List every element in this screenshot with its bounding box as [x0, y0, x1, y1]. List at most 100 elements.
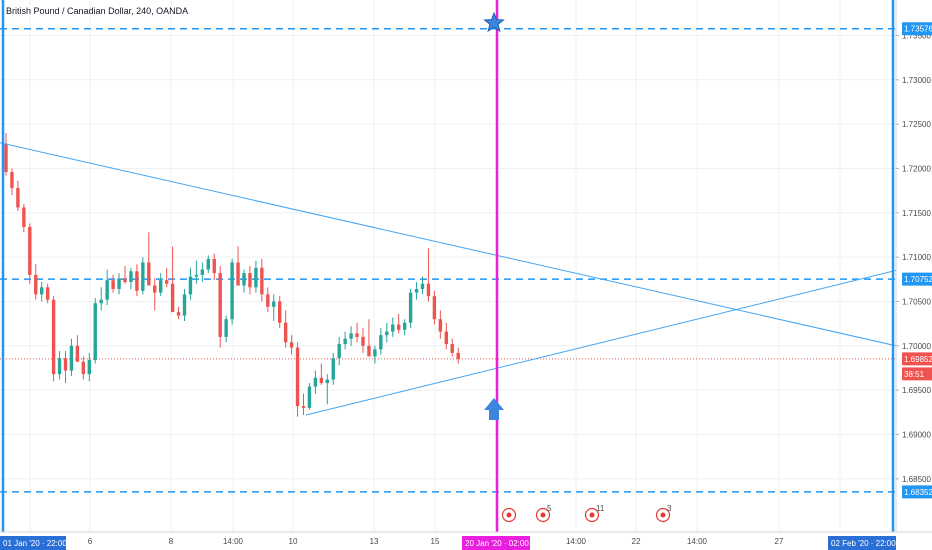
candle-body	[22, 207, 26, 227]
candle[interactable]	[295, 342, 300, 417]
candle[interactable]	[200, 262, 205, 282]
candle[interactable]	[111, 274, 115, 293]
candle[interactable]	[325, 374, 329, 405]
candle[interactable]	[414, 281, 419, 300]
time-tick-label: 14:00	[223, 537, 244, 546]
candle[interactable]	[438, 310, 443, 339]
candle[interactable]	[331, 352, 335, 385]
candle[interactable]	[450, 338, 454, 357]
candle[interactable]	[266, 287, 270, 313]
candle[interactable]	[182, 289, 187, 321]
candle[interactable]	[63, 351, 68, 384]
candle[interactable]	[218, 266, 222, 348]
event-count: 3	[667, 504, 672, 513]
candle[interactable]	[260, 258, 264, 302]
candle[interactable]	[343, 331, 347, 350]
candle[interactable]	[129, 267, 133, 290]
candle[interactable]	[141, 257, 145, 295]
candle[interactable]	[408, 289, 413, 329]
event-markers: 5 11 3	[501, 504, 673, 523]
star-icon[interactable]	[483, 11, 505, 33]
candle[interactable]	[397, 313, 401, 334]
candle[interactable]	[93, 297, 97, 364]
candle[interactable]	[16, 180, 20, 212]
candle[interactable]	[206, 255, 210, 274]
time-tick-label: 10	[289, 537, 298, 546]
candle[interactable]	[391, 317, 395, 337]
candle[interactable]	[319, 363, 324, 385]
candle[interactable]	[176, 306, 181, 320]
ascending-trendline[interactable]	[305, 269, 897, 416]
candle[interactable]	[69, 338, 74, 376]
descending-trendline[interactable]	[0, 142, 897, 347]
candle[interactable]	[289, 335, 294, 355]
candle[interactable]	[242, 269, 246, 293]
candle[interactable]	[355, 322, 359, 343]
candle[interactable]	[337, 336, 341, 366]
event-marker[interactable]: 5	[535, 504, 553, 523]
candle[interactable]	[254, 260, 258, 293]
candle[interactable]	[170, 246, 175, 313]
candle[interactable]	[361, 328, 365, 353]
candle[interactable]	[117, 273, 121, 295]
candle[interactable]	[432, 290, 437, 325]
candle-body	[230, 262, 234, 320]
candle[interactable]	[307, 383, 312, 410]
candle[interactable]	[22, 203, 26, 233]
candle[interactable]	[147, 232, 151, 286]
event-marker[interactable]: 3	[655, 504, 673, 523]
candle[interactable]	[236, 246, 240, 286]
candle[interactable]	[34, 264, 38, 300]
candle[interactable]	[379, 328, 383, 355]
event-marker[interactable]: 11	[584, 504, 605, 523]
candle[interactable]	[385, 322, 389, 343]
candle[interactable]	[313, 370, 318, 394]
candle[interactable]	[272, 294, 276, 321]
candle[interactable]	[301, 393, 306, 415]
arrow-up-icon[interactable]	[484, 398, 504, 420]
candle[interactable]	[28, 223, 32, 284]
candle[interactable]	[75, 335, 80, 362]
candles	[4, 133, 460, 417]
candle[interactable]	[188, 267, 193, 300]
candle[interactable]	[194, 260, 199, 284]
candle[interactable]	[4, 133, 8, 176]
candle[interactable]	[51, 296, 56, 382]
candle[interactable]	[230, 258, 234, 325]
candle[interactable]	[57, 351, 62, 380]
candle[interactable]	[105, 269, 109, 306]
candle[interactable]	[10, 168, 14, 196]
candle[interactable]	[153, 278, 157, 311]
candle[interactable]	[212, 253, 216, 281]
candle[interactable]	[456, 347, 460, 364]
event-marker[interactable]	[501, 507, 517, 523]
candle[interactable]	[420, 276, 425, 295]
candle[interactable]	[224, 315, 228, 343]
candle-body	[295, 347, 300, 407]
time-badge	[0, 536, 66, 550]
candle[interactable]	[123, 266, 127, 284]
candle-body	[141, 262, 145, 291]
candle[interactable]	[367, 319, 371, 357]
candle[interactable]	[159, 273, 163, 297]
candle[interactable]	[40, 281, 44, 302]
time-axis: 6 8 14:00 10 13 15 14:00 22 14:00 27 01 Jan '20 · …	[0, 531, 932, 550]
candle[interactable]	[164, 267, 169, 288]
candle[interactable]	[402, 319, 407, 336]
candle[interactable]	[444, 322, 448, 350]
candle[interactable]	[278, 296, 282, 329]
candle[interactable]	[99, 287, 103, 311]
candle[interactable]	[135, 264, 139, 297]
chart-title: British Pound / Canadian Dollar, 240, OA…	[6, 6, 188, 16]
candle[interactable]	[248, 266, 252, 295]
candle[interactable]	[349, 326, 353, 346]
candle[interactable]	[283, 310, 288, 348]
candle[interactable]	[373, 345, 377, 364]
time-tick-label: 13	[370, 537, 379, 546]
candle[interactable]	[45, 283, 50, 304]
candle[interactable]	[426, 248, 431, 302]
candle[interactable]	[87, 352, 91, 382]
candle[interactable]	[81, 356, 86, 380]
